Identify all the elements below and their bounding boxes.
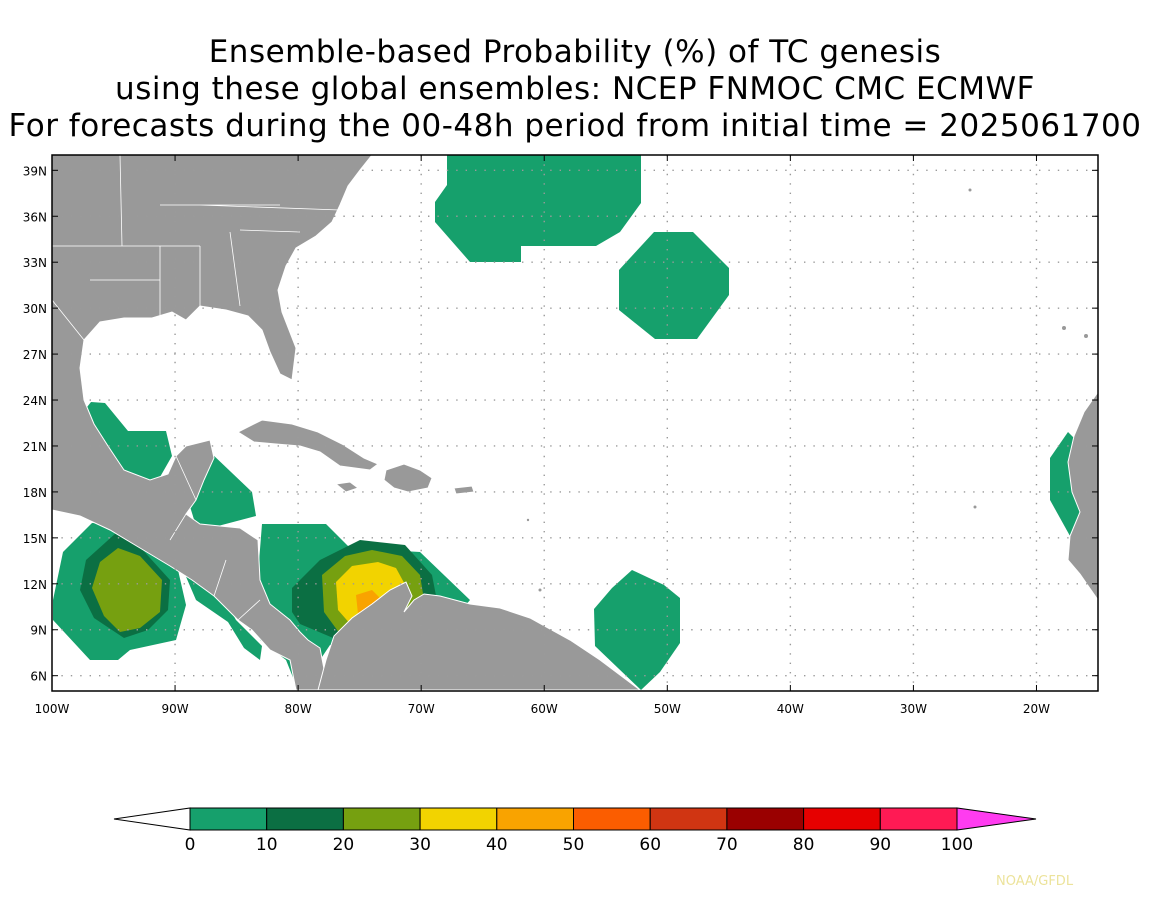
colorbar-swatch — [649, 807, 728, 831]
colorbar-label: 40 — [486, 835, 508, 855]
colorbar-label: 70 — [716, 835, 738, 855]
lat-label: 33N — [23, 256, 47, 270]
lon-label: 80W — [285, 702, 312, 716]
lat-label: 9N — [30, 624, 47, 638]
lat-label: 30N — [23, 302, 47, 316]
lat-label: 24N — [23, 394, 47, 408]
colorbar-swatch — [573, 807, 651, 831]
colorbar-label: 80 — [793, 835, 815, 855]
colorbar-swatch — [419, 807, 498, 831]
title-line-2: using these global ensembles: NCEP FNMOC… — [115, 71, 1035, 107]
land-puerto-rico — [453, 485, 475, 495]
colorbar-swatch — [266, 807, 344, 831]
lon-label: 100W — [35, 702, 70, 716]
land-hispaniola — [383, 463, 433, 493]
colorbar-under-arrow — [113, 807, 191, 831]
map-frame — [51, 154, 1099, 692]
lat-label: 12N — [23, 578, 47, 592]
colorbar-swatch — [496, 807, 574, 831]
title-line-3: For forecasts during the 00-48h period f… — [8, 108, 1142, 144]
lon-label: 60W — [531, 702, 558, 716]
latitude-labels: 39N 36N 33N 30N 27N 24N 21N 18N 15N 12N 9N 6N — [23, 164, 47, 683]
prob-region-0-10 — [594, 570, 680, 690]
lon-label: 40W — [777, 702, 804, 716]
colorbar-label: 60 — [639, 835, 661, 855]
colorbar: 0 10 20 30 40 50 60 70 80 90 100 — [113, 807, 1037, 855]
colorbar-swatch — [189, 807, 268, 831]
colorbar-label: 0 — [185, 835, 196, 855]
title-line-1: Ensemble-based Probability (%) of TC gen… — [208, 34, 942, 70]
land-south-america — [317, 581, 642, 691]
axis-ticks — [51, 155, 1098, 691]
land-jamaica — [334, 481, 360, 493]
lat-label: 15N — [23, 532, 47, 546]
colorbar-label: 90 — [869, 835, 891, 855]
lon-label: 30W — [900, 702, 927, 716]
land-africa — [1067, 391, 1098, 601]
colorbar-over-arrow — [956, 807, 1037, 831]
colorbar-swatch — [726, 807, 805, 831]
probability-shading — [53, 155, 1086, 690]
lat-label: 39N — [23, 164, 47, 178]
land-north-america — [52, 155, 373, 691]
colorbar-swatch — [879, 807, 958, 831]
lon-label: 70W — [408, 702, 435, 716]
political-borders — [52, 155, 341, 621]
map-area — [52, 155, 1098, 691]
colorbar-swatch — [342, 807, 421, 831]
lon-label: 90W — [161, 702, 188, 716]
prob-region-20-30 — [92, 548, 162, 632]
lat-label: 6N — [30, 670, 47, 684]
prob-region-0-10 — [435, 155, 641, 262]
prob-region-0-10 — [619, 232, 729, 339]
lat-label: 18N — [23, 486, 47, 500]
lat-label: 27N — [23, 348, 47, 362]
lat-label: 21N — [23, 440, 47, 454]
colorbar-label: 100 — [941, 835, 973, 855]
land-cuba — [236, 419, 379, 471]
colorbar-label: 50 — [563, 835, 585, 855]
small-islands — [526, 188, 1088, 592]
colorbar-label: 10 — [256, 835, 278, 855]
lon-label: 50W — [654, 702, 681, 716]
land-masses — [52, 155, 1098, 691]
colorbar-label: 30 — [409, 835, 431, 855]
colorbar-swatch — [803, 807, 881, 831]
credit-label: NOAA/GFDL — [996, 874, 1074, 889]
lon-label: 20W — [1023, 702, 1050, 716]
longitude-labels: 100W 90W 80W 70W 60W 50W 40W 30W 20W — [35, 702, 1051, 716]
colorbar-label: 20 — [333, 835, 355, 855]
lat-label: 36N — [23, 210, 47, 224]
